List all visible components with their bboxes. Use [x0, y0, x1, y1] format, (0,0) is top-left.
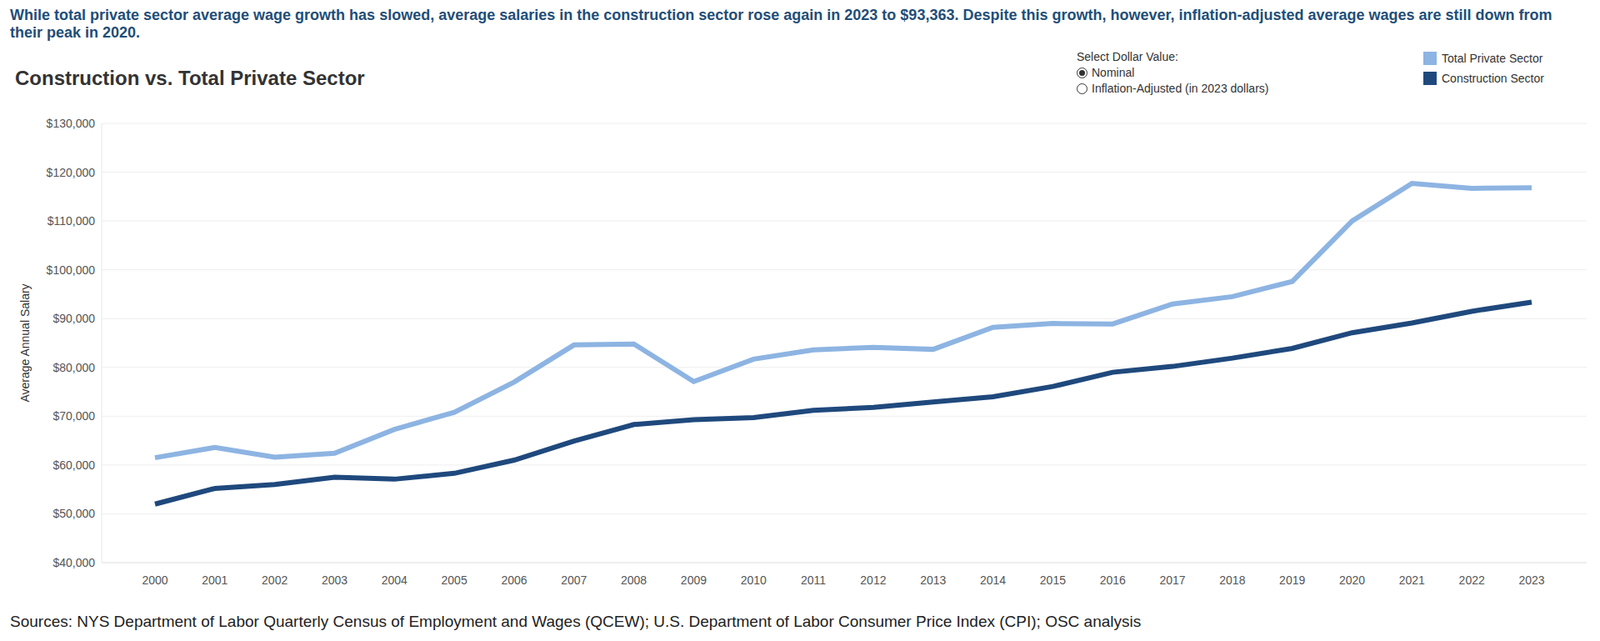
- svg-text:$80,000: $80,000: [52, 360, 95, 375]
- svg-text:2005: 2005: [441, 573, 468, 587]
- svg-text:2007: 2007: [560, 573, 587, 587]
- svg-text:2001: 2001: [201, 573, 228, 587]
- svg-text:$100,000: $100,000: [46, 263, 96, 277]
- html-text:Nominal: Nominal: [1091, 65, 1135, 80]
- svg-text:$110,000: $110,000: [47, 214, 96, 228]
- svg-text:2013: 2013: [920, 573, 946, 587]
- svg-text:$90,000: $90,000: [52, 311, 95, 325]
- html-text:While total private sector ave: While total private sector average wage …: [10, 6, 1553, 41]
- svg-text:Average Annual Salary: Average Annual Salary: [18, 283, 32, 402]
- html-text:Sources: NYS Department of Lab: Sources: NYS Department of Labor Quarter…: [10, 612, 1142, 630]
- svg-text:2006: 2006: [500, 573, 527, 587]
- svg-text:2019: 2019: [1279, 573, 1305, 587]
- html-text:Select Dollar Value:: Select Dollar Value:: [1076, 50, 1179, 64]
- svg-text:2009: 2009: [680, 573, 707, 587]
- svg-text:2012: 2012: [860, 573, 886, 587]
- html-text:Total Private Sector: Total Private Sector: [1441, 51, 1543, 65]
- svg-text:$120,000: $120,000: [46, 165, 96, 180]
- svg-text:2014: 2014: [980, 573, 1006, 587]
- html-text:Construction Sector: Construction Sector: [1441, 71, 1545, 85]
- svg-text:2011: 2011: [800, 573, 826, 587]
- svg-text:2004: 2004: [381, 573, 408, 587]
- svg-text:2000: 2000: [141, 573, 168, 587]
- html-text:Inflation-Adjusted (in 2023 do: Inflation-Adjusted (in 2023 dollars): [1091, 81, 1269, 95]
- svg-text:2003: 2003: [321, 573, 348, 587]
- svg-text:2010: 2010: [740, 573, 767, 587]
- svg-text:$50,000: $50,000: [52, 506, 95, 520]
- svg-text:2015: 2015: [1040, 573, 1066, 587]
- svg-text:2020: 2020: [1339, 573, 1365, 587]
- svg-text:2022: 2022: [1459, 573, 1485, 587]
- html-text:Construction vs. Total Private: Construction vs. Total Private Sector: [15, 66, 365, 90]
- svg-text:2002: 2002: [261, 573, 288, 587]
- svg-text:$40,000: $40,000: [52, 555, 95, 570]
- svg-text:2023: 2023: [1518, 573, 1545, 587]
- svg-text:2018: 2018: [1219, 573, 1245, 587]
- svg-text:2016: 2016: [1100, 573, 1126, 587]
- svg-text:$70,000: $70,000: [52, 409, 95, 423]
- svg-text:2021: 2021: [1399, 573, 1425, 587]
- svg-text:2017: 2017: [1159, 573, 1185, 587]
- svg-text:$130,000: $130,000: [46, 116, 96, 130]
- svg-text:2008: 2008: [620, 573, 647, 587]
- svg-text:$60,000: $60,000: [52, 458, 95, 472]
